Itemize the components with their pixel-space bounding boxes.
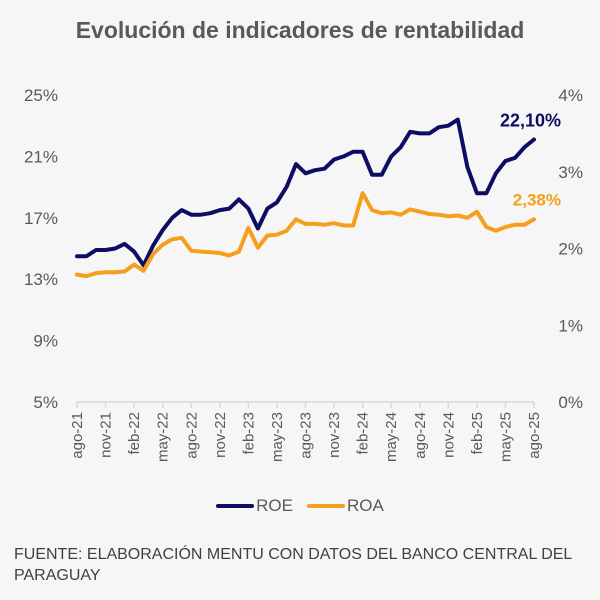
x-tick-label: nov-23 — [326, 412, 343, 458]
data-label-roa: 2,38% — [513, 190, 561, 209]
series-line-roe — [75, 117, 536, 268]
data-labels: 22,10% 2,38% — [500, 111, 561, 210]
legend-swatch-roa — [307, 504, 345, 508]
y-right-tick-label: 0% — [558, 393, 583, 412]
data-label-roe: 22,10% — [500, 111, 561, 131]
y-right-tick-label: 4% — [558, 86, 583, 105]
series-line-roa — [75, 191, 536, 279]
x-tick-label: may-24 — [383, 412, 400, 462]
y-right-tick-label: 1% — [558, 316, 583, 335]
x-tick-label: feb-22 — [126, 412, 143, 455]
legend-swatch-roe — [216, 504, 255, 508]
legend-item-roe[interactable]: ROE — [216, 496, 293, 516]
legend-label-roa: ROA — [347, 496, 384, 515]
series-lines — [75, 117, 536, 279]
x-axis: ago-21 nov-21 feb-22 may-22 ago-22 nov-22 feb-… — [69, 401, 543, 462]
source-note: FUENTE: ELABORACIÓN MENTU CON DATOS DEL … — [14, 546, 572, 584]
x-tick-label: feb-23 — [240, 412, 257, 455]
y-right-tick-label: 3% — [558, 163, 583, 182]
x-tick-label: feb-25 — [469, 412, 486, 455]
y-right-tick-label: 2% — [558, 240, 583, 259]
y-axis-left: 5% 9% 13% 17% 21% 25% — [24, 86, 58, 412]
x-tick-label: nov-24 — [440, 412, 457, 458]
x-tick-label: may-23 — [269, 412, 286, 462]
x-tick-label: nov-21 — [98, 412, 115, 458]
y-left-tick-label: 5% — [33, 393, 58, 412]
y-left-tick-label: 25% — [24, 86, 58, 105]
x-tick-label: may-22 — [155, 412, 172, 462]
y-left-tick-label: 17% — [24, 209, 58, 228]
chart-title: Evolución de indicadores de rentabilidad — [75, 17, 525, 43]
x-tick-label: ago-21 — [69, 412, 86, 459]
legend-item-roa[interactable]: ROA — [307, 496, 384, 516]
y-left-tick-label: 9% — [33, 332, 58, 351]
x-tick-label: feb-24 — [355, 412, 372, 455]
y-axis-right: 0% 1% 2% 3% 4% — [558, 86, 583, 412]
legend: ROE ROA — [0, 496, 600, 516]
x-tick-label: may-25 — [497, 412, 514, 462]
x-tick-label: nov-22 — [212, 412, 229, 458]
x-tick-label: ago-24 — [412, 412, 429, 459]
legend-label-roe: ROE — [256, 496, 293, 515]
x-tick-label: ago-22 — [183, 412, 200, 459]
y-left-tick-label: 13% — [24, 270, 58, 289]
x-tick-label: ago-23 — [298, 412, 315, 459]
x-tick-label: ago-25 — [526, 412, 543, 459]
y-left-tick-label: 21% — [24, 147, 58, 166]
line-chart: 5% 9% 13% 17% 21% 25% 0% 1% 2% 3% 4% ago-21 nov-21… — [24, 86, 583, 462]
